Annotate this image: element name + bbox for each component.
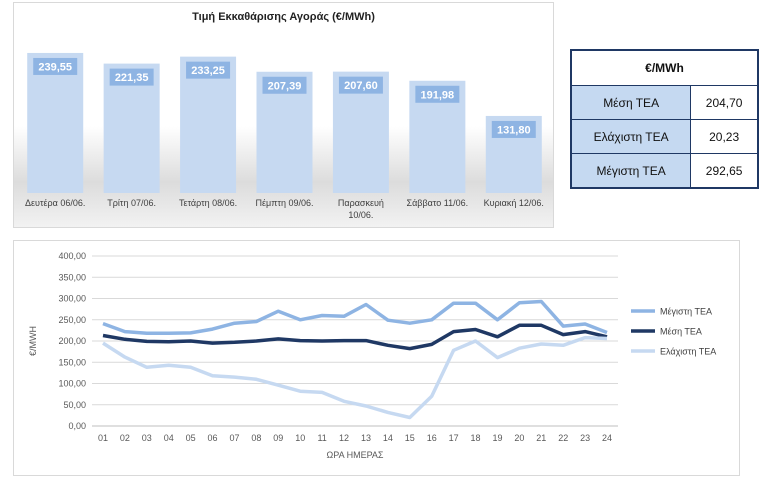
x-tick-label: 21: [536, 433, 546, 443]
x-tick-label: 11: [317, 433, 326, 443]
bar-category-label-5: 10/06.: [348, 210, 373, 220]
bar-1: [27, 52, 84, 193]
line-chart-panel: 0,00 50,00 100,00 150,00 200,00 250,00 300,00 3…: [13, 240, 740, 476]
legend-label-1: Μέγιστη ΤΕΑ: [660, 307, 712, 317]
x-tick-label: 14: [383, 433, 393, 443]
bar-chart-title: Τιμή Εκκαθάρισης Αγοράς (€/MWh): [192, 11, 375, 23]
y-tick-label: 100,00: [58, 379, 86, 389]
x-tick-label: 23: [580, 433, 590, 443]
line-chart-svg: 0,00 50,00 100,00 150,00 200,00 250,00 300,00 3…: [28, 251, 716, 460]
x-tick-label: 16: [427, 433, 437, 443]
x-tick-label: 05: [186, 433, 196, 443]
legend-label-3: Ελάχιστη ΤΕΑ: [660, 347, 716, 357]
stats-value-min: 20,23: [690, 119, 759, 154]
bar-label-bg-4: [262, 76, 307, 94]
x-tick-label: 08: [251, 433, 261, 443]
bar-label-bg-5: [338, 76, 383, 94]
x-tick-label: 18: [471, 433, 481, 443]
bar-category-label-2: Τρίτη 07/06.: [107, 198, 156, 208]
bar-chart-panel: Τιμή Εκκαθάρισης Αγοράς (€/MWh) 239,55 Δε…: [13, 2, 554, 228]
y-tick-label: 0,00: [68, 421, 86, 431]
bar-value-label-7: 131,80: [497, 124, 531, 136]
y-tick-label: 150,00: [58, 357, 86, 367]
stats-value-mean: 204,70: [690, 85, 759, 120]
stats-label-max: Μέγιστη ΤΕΑ: [570, 153, 692, 189]
x-tick-label: 20: [514, 433, 524, 443]
bar-label-bg-7: [491, 120, 536, 138]
x-tick-label: 03: [142, 433, 152, 443]
stats-header: €/MWh: [570, 49, 759, 86]
bar-category-label-6: Σάββατο 11/06.: [407, 198, 469, 208]
y-axis-title: €/MWH: [28, 326, 38, 356]
x-tick-label: 07: [229, 433, 239, 443]
x-tick-label: 06: [208, 433, 218, 443]
bar-value-label-1: 239,55: [38, 61, 72, 73]
bar-label-bg-6: [415, 85, 460, 103]
stats-label-mean: Μέση ΤΕΑ: [570, 85, 692, 120]
stats-row-max: Μέγιστη ΤΕΑ 292,65: [570, 153, 759, 189]
bar-value-label-4: 207,39: [268, 80, 302, 92]
x-tick-label: 02: [120, 433, 130, 443]
series-line-3: [102, 335, 608, 420]
bar-chart-svg: 239,55 Δευτέρα 06/06. 221,35 Τρίτη 07/06. 23…: [25, 52, 544, 220]
stats-label-min: Ελάχιστη ΤΕΑ: [570, 119, 692, 154]
y-tick-label: 300,00: [58, 294, 86, 304]
bar-category-label-7: Κυριακή 12/06.: [484, 198, 544, 208]
x-tick-label: 17: [449, 433, 459, 443]
x-tick-label: 09: [273, 433, 283, 443]
stats-table: €/MWh Μέση ΤΕΑ 204,70 Ελάχιστη ΤΕΑ 20,23…: [570, 49, 759, 189]
bar-category-label-4: Πέμπτη 09/06.: [256, 198, 314, 208]
x-tick-label: 15: [405, 433, 415, 443]
x-tick-label: 13: [361, 433, 371, 443]
bar-category-label-5: Παρασκευή: [338, 198, 384, 208]
bar-value-label-5: 207,60: [344, 80, 378, 92]
y-tick-label: 400,00: [58, 251, 86, 261]
x-tick-label: 01: [98, 433, 108, 443]
bar-category-label-3: Τετάρτη 08/06.: [179, 198, 237, 208]
bar-label-bg-1: [33, 57, 78, 75]
bar-3: [180, 56, 237, 194]
series-line-1: [102, 299, 608, 336]
x-tick-label: 12: [339, 433, 349, 443]
bar-value-label-3: 233,25: [191, 65, 225, 77]
x-tick-label: 22: [558, 433, 568, 443]
x-tick-label: 19: [492, 433, 502, 443]
series-line-2: [102, 323, 608, 351]
bar-label-bg-3: [186, 61, 231, 79]
y-tick-label: 250,00: [58, 315, 86, 325]
stats-value-max: 292,65: [690, 153, 759, 189]
x-tick-label: 04: [164, 433, 174, 443]
y-tick-label: 350,00: [58, 272, 86, 282]
x-tick-label: 24: [602, 433, 612, 443]
bar-value-label-6: 191,98: [421, 89, 455, 101]
stats-row-mean: Μέση ΤΕΑ 204,70: [570, 85, 759, 120]
bar-value-label-2: 221,35: [115, 72, 149, 84]
bar-label-bg-2: [109, 68, 154, 86]
y-tick-label: 200,00: [58, 336, 86, 346]
x-tick-label: 10: [295, 433, 305, 443]
x-axis-title: ΩΡΑ ΗΜΕΡΑΣ: [327, 450, 384, 460]
bar-category-label-1: Δευτέρα 06/06.: [25, 198, 85, 208]
y-tick-label: 50,00: [63, 400, 86, 410]
stats-row-min: Ελάχιστη ΤΕΑ 20,23: [570, 119, 759, 154]
legend-label-2: Μέση ΤΕΑ: [660, 327, 702, 337]
